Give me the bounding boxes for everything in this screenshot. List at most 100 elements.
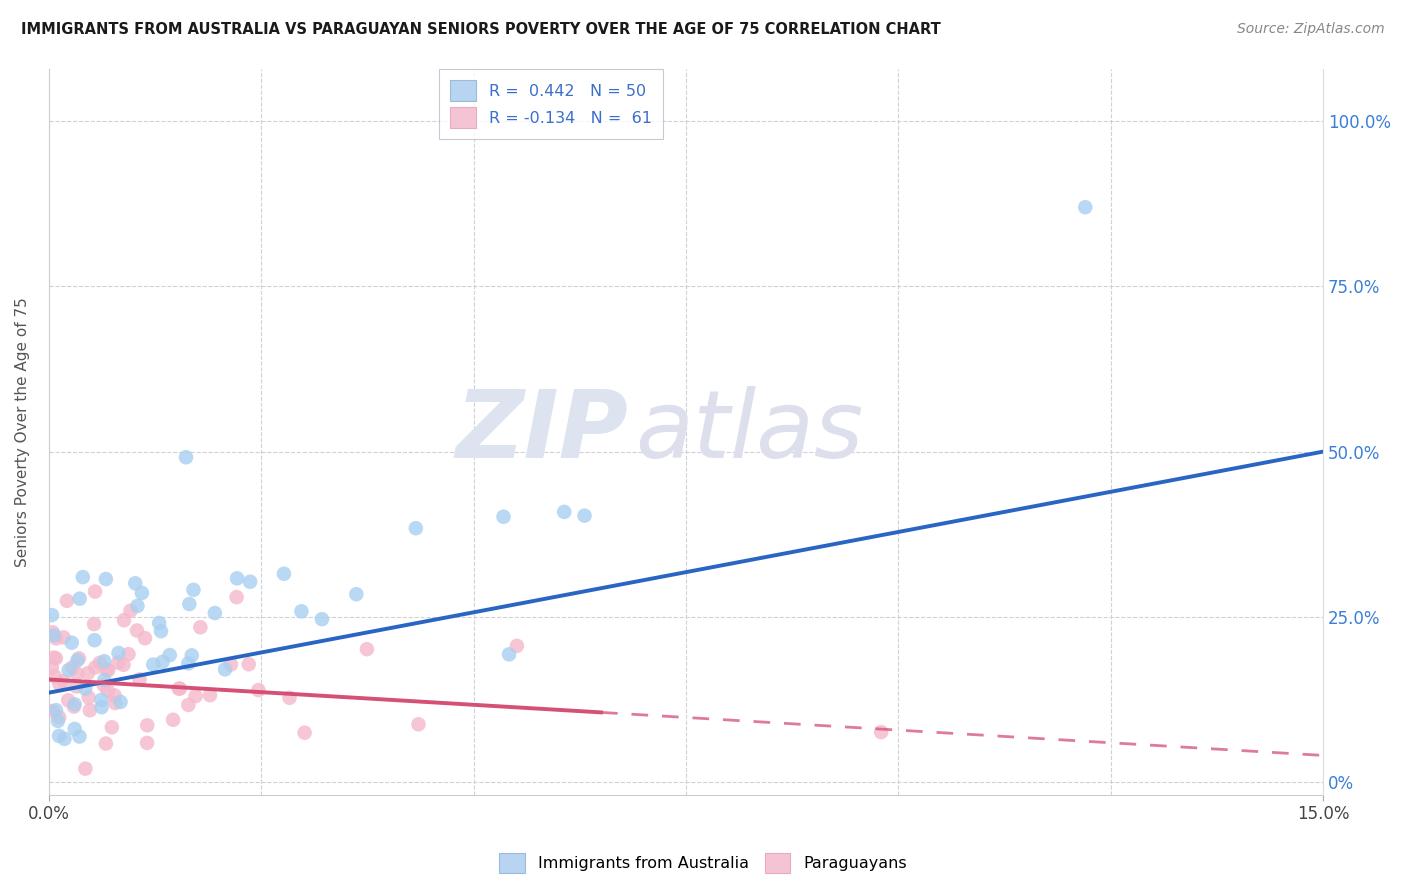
Point xyxy=(344,587,367,601)
Point xyxy=(112,657,135,672)
Point xyxy=(356,642,378,657)
Point xyxy=(136,718,159,732)
Point xyxy=(60,660,83,674)
Point xyxy=(84,660,107,674)
Point xyxy=(162,713,184,727)
Point xyxy=(225,590,247,604)
Point xyxy=(77,690,100,705)
Point xyxy=(75,681,97,696)
Point xyxy=(42,650,65,665)
Point xyxy=(52,674,75,689)
Text: Source: ZipAtlas.com: Source: ZipAtlas.com xyxy=(1237,22,1385,37)
Point xyxy=(107,646,129,660)
Point xyxy=(112,613,135,627)
Point xyxy=(93,678,115,692)
Point xyxy=(190,620,212,634)
Point xyxy=(198,688,221,702)
Point xyxy=(128,673,150,687)
Point xyxy=(167,681,190,696)
Text: atlas: atlas xyxy=(636,386,863,477)
Point xyxy=(48,729,70,743)
Point xyxy=(179,597,201,611)
Point xyxy=(273,566,295,581)
Point xyxy=(214,662,236,676)
Point xyxy=(177,698,200,712)
Point xyxy=(63,722,86,736)
Point xyxy=(52,631,75,645)
Point xyxy=(506,639,529,653)
Point xyxy=(69,591,91,606)
Point xyxy=(48,676,70,690)
Point xyxy=(152,655,174,669)
Point xyxy=(53,731,76,746)
Point xyxy=(41,660,63,674)
Point xyxy=(247,683,270,698)
Point xyxy=(131,586,153,600)
Point xyxy=(180,648,202,663)
Point xyxy=(60,636,83,650)
Point xyxy=(84,584,107,599)
Point xyxy=(45,651,67,665)
Point xyxy=(83,617,105,632)
Point xyxy=(65,680,87,694)
Point xyxy=(405,521,427,535)
Point xyxy=(45,632,67,646)
Point xyxy=(107,656,129,670)
Point xyxy=(66,653,89,667)
Point xyxy=(311,612,333,626)
Point xyxy=(117,647,139,661)
Point xyxy=(63,699,86,714)
Point xyxy=(97,663,120,677)
Text: IMMIGRANTS FROM AUSTRALIA VS PARAGUAYAN SENIORS POVERTY OVER THE AGE OF 75 CORRE: IMMIGRANTS FROM AUSTRALIA VS PARAGUAYAN … xyxy=(21,22,941,37)
Point xyxy=(75,762,97,776)
Point xyxy=(574,508,596,523)
Point xyxy=(278,690,301,705)
Point xyxy=(142,657,165,672)
Point xyxy=(79,703,101,717)
Point xyxy=(408,717,430,731)
Legend: R =  0.442   N = 50, R = -0.134   N =  61: R = 0.442 N = 50, R = -0.134 N = 61 xyxy=(439,70,662,139)
Point xyxy=(219,657,242,672)
Point xyxy=(97,683,120,698)
Point xyxy=(96,663,118,677)
Point xyxy=(204,606,226,620)
Point xyxy=(125,624,148,638)
Point xyxy=(46,714,69,728)
Point xyxy=(174,450,197,465)
Point xyxy=(134,631,156,645)
Point xyxy=(90,700,112,714)
Point xyxy=(183,582,205,597)
Point xyxy=(148,615,170,630)
Text: ZIP: ZIP xyxy=(456,386,628,478)
Point xyxy=(90,693,112,707)
Point xyxy=(66,666,89,681)
Y-axis label: Seniors Poverty Over the Age of 75: Seniors Poverty Over the Age of 75 xyxy=(15,297,30,566)
Point xyxy=(104,696,127,710)
Legend: Immigrants from Australia, Paraguayans: Immigrants from Australia, Paraguayans xyxy=(494,847,912,880)
Point xyxy=(42,628,65,642)
Point xyxy=(498,648,520,662)
Point xyxy=(58,693,80,707)
Point xyxy=(41,608,63,623)
Point xyxy=(103,689,125,703)
Point xyxy=(72,570,94,584)
Point xyxy=(67,651,90,665)
Point xyxy=(127,599,149,613)
Point xyxy=(226,571,249,585)
Point xyxy=(290,604,312,618)
Point xyxy=(45,703,67,717)
Point xyxy=(294,725,316,739)
Point xyxy=(93,654,115,668)
Point xyxy=(93,673,115,687)
Point xyxy=(120,604,142,618)
Point xyxy=(169,681,191,696)
Point xyxy=(238,657,260,672)
Point xyxy=(124,576,146,591)
Point xyxy=(136,736,159,750)
Point xyxy=(150,624,173,639)
Point xyxy=(44,669,66,683)
Point xyxy=(48,710,70,724)
Point xyxy=(553,505,575,519)
Point xyxy=(870,725,893,739)
Point xyxy=(159,648,181,662)
